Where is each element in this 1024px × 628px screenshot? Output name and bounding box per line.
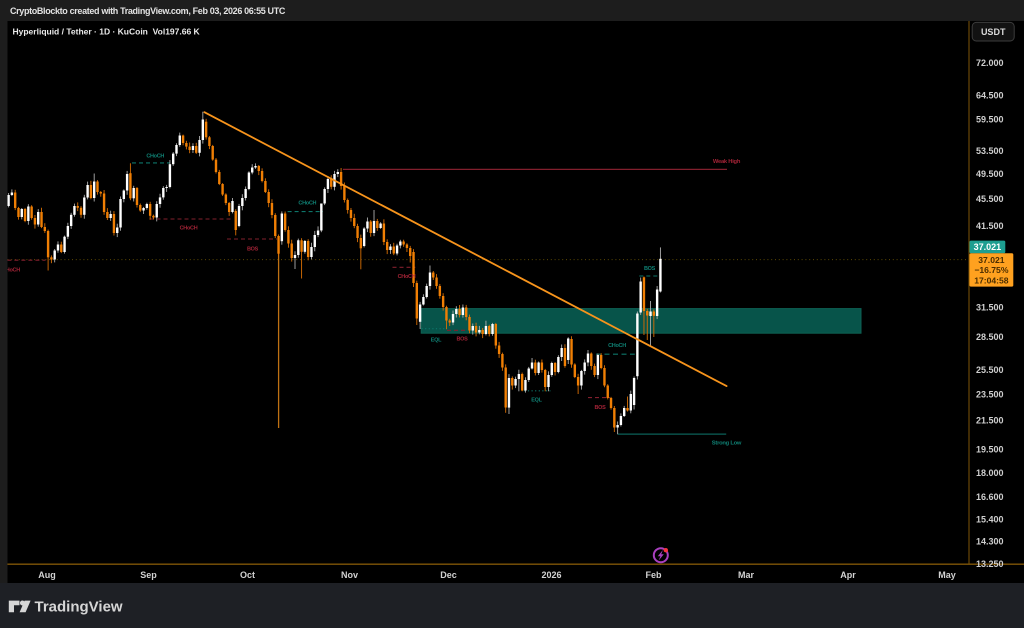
svg-text:CHoCH: CHoCH bbox=[146, 153, 164, 159]
svg-text:USDT: USDT bbox=[981, 27, 1006, 37]
svg-text:59.500: 59.500 bbox=[976, 114, 1004, 124]
svg-text:23.500: 23.500 bbox=[976, 389, 1004, 399]
svg-text:37.021: 37.021 bbox=[978, 255, 1005, 265]
svg-text:Strong Low: Strong Low bbox=[712, 440, 742, 446]
svg-text:Feb: Feb bbox=[645, 570, 662, 580]
svg-text:17:04:58: 17:04:58 bbox=[974, 275, 1009, 285]
svg-text:2026: 2026 bbox=[541, 570, 561, 580]
svg-text:BOS: BOS bbox=[594, 405, 606, 411]
svg-text:72.000: 72.000 bbox=[976, 58, 1004, 68]
svg-text:49.500: 49.500 bbox=[976, 169, 1004, 179]
svg-text:37.021: 37.021 bbox=[974, 242, 1002, 252]
svg-text:CHoCH: CHoCH bbox=[2, 268, 20, 274]
svg-text:53.500: 53.500 bbox=[976, 146, 1004, 156]
svg-text:15.400: 15.400 bbox=[976, 514, 1004, 524]
svg-text:EQL: EQL bbox=[531, 397, 542, 403]
svg-text:Weak High: Weak High bbox=[713, 159, 741, 165]
svg-text:45.500: 45.500 bbox=[976, 194, 1004, 204]
svg-text:64.500: 64.500 bbox=[976, 91, 1004, 101]
svg-text:EQL: EQL bbox=[431, 337, 442, 343]
svg-text:Apr: Apr bbox=[840, 570, 856, 580]
svg-text:Nov: Nov bbox=[341, 570, 358, 580]
svg-text:May: May bbox=[938, 570, 956, 580]
svg-text:Mar: Mar bbox=[738, 570, 755, 580]
svg-text:21.500: 21.500 bbox=[976, 416, 1004, 426]
svg-text:18.000: 18.000 bbox=[976, 468, 1004, 478]
svg-text:Hyperliquid / Tether · 1D · Ku: Hyperliquid / Tether · 1D · KuCoin Vol19… bbox=[13, 27, 201, 37]
svg-text:CHoCH: CHoCH bbox=[180, 226, 198, 232]
svg-text:CryptoBlockto created with Tra: CryptoBlockto created with TradingView.c… bbox=[10, 6, 286, 16]
svg-text:BOS: BOS bbox=[456, 336, 468, 342]
svg-text:−16.75%: −16.75% bbox=[974, 265, 1009, 275]
svg-text:Sep: Sep bbox=[140, 570, 157, 580]
svg-text:13.250: 13.250 bbox=[976, 559, 1004, 569]
svg-text:19.500: 19.500 bbox=[976, 445, 1004, 455]
svg-text:Dec: Dec bbox=[440, 570, 457, 580]
svg-text:CHoCH: CHoCH bbox=[398, 274, 416, 280]
svg-text:41.500: 41.500 bbox=[976, 221, 1004, 231]
svg-text:31.500: 31.500 bbox=[976, 303, 1004, 313]
svg-text:BOS: BOS bbox=[247, 247, 259, 253]
svg-text:CHoCH: CHoCH bbox=[298, 200, 316, 206]
svg-text:14.300: 14.300 bbox=[976, 536, 1004, 546]
svg-text:25.500: 25.500 bbox=[976, 365, 1004, 375]
svg-text:16.600: 16.600 bbox=[976, 492, 1004, 502]
svg-text:Aug: Aug bbox=[38, 570, 56, 580]
svg-text:Oct: Oct bbox=[240, 570, 255, 580]
svg-text:BOS: BOS bbox=[644, 266, 656, 272]
svg-text:TradingView: TradingView bbox=[35, 598, 123, 615]
svg-text:28.500: 28.500 bbox=[976, 332, 1004, 342]
svg-text:CHoCH: CHoCH bbox=[608, 343, 626, 349]
